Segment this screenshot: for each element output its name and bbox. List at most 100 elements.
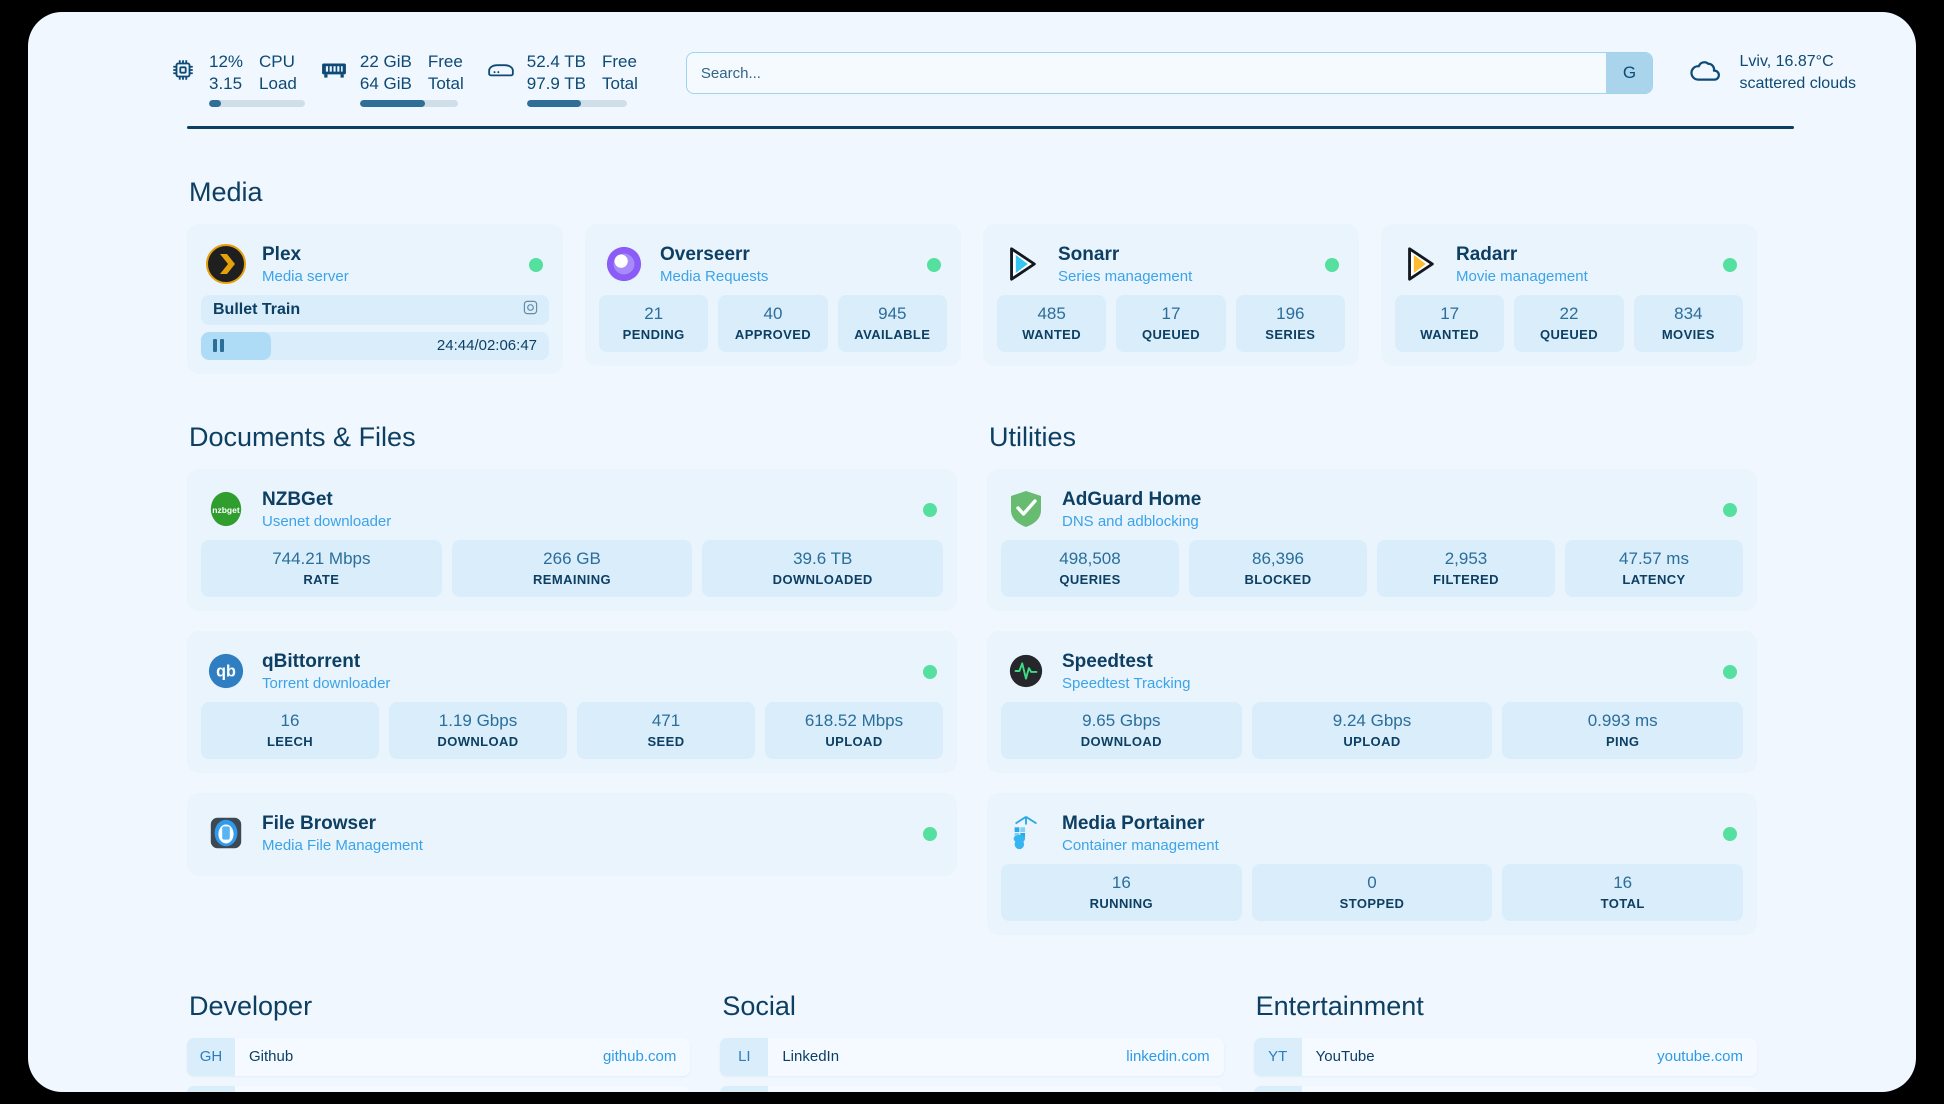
stat-value: 485 (1037, 303, 1066, 323)
card-header: Radarr Movie management (1395, 236, 1743, 295)
card-title: File Browser (262, 812, 377, 834)
card-subtitle: Speedtest Tracking (1062, 674, 1191, 692)
stat-label: SERIES (1265, 326, 1316, 342)
stat-value: 196 (1276, 303, 1305, 323)
status-badge (1325, 258, 1339, 273)
stat-tile: 16 LEECH (201, 701, 379, 759)
bookmark-item-stackoverflow[interactable]: SO StackOverflow stackoverflow.com (187, 1085, 691, 1093)
bookmark-list: GH Github github.com SO StackOverflow st… (187, 1037, 691, 1093)
bookmark-item-github[interactable]: GH Github github.com (187, 1037, 691, 1076)
bookmark-url: stackoverflow.com (554, 1086, 691, 1093)
stat-label: UPLOAD (1343, 733, 1401, 749)
card-subtitle: Usenet downloader (262, 512, 392, 530)
stat-label: MOVIES (1661, 326, 1715, 342)
status-badge (927, 258, 941, 273)
stat-tile: 47.57 ms LATENCY (1565, 539, 1743, 597)
plex-elapsed: 24:44 (436, 337, 475, 355)
card-subtitle: DNS and adblocking (1062, 512, 1199, 530)
card-speedtest[interactable]: Speedtest Speedtest Tracking 9.65 Gbps D… (987, 630, 1757, 773)
stat-value: 498,508 (1059, 548, 1121, 568)
plex-separator: / (474, 337, 479, 355)
stat-label: AVAILABLE (854, 326, 931, 342)
svg-text:qb: qb (216, 663, 236, 681)
stat-label: QUERIES (1059, 571, 1121, 587)
stat-tile: 1.19 Gbps DOWNLOAD (389, 701, 567, 759)
stats-row: 17 WANTED 22 QUEUED 834 MOVIES (1395, 294, 1743, 352)
stat-label: TOTAL (1600, 895, 1645, 911)
stat-value: 39.6 TB (793, 548, 853, 568)
bookmark-item-youtube[interactable]: YT YouTube youtube.com (1253, 1037, 1757, 1076)
card-adguard[interactable]: AdGuard Home DNS and adblocking 498,508 … (987, 468, 1757, 611)
pause-icon[interactable] (213, 339, 224, 353)
disk-total: 97.9 TB (526, 74, 586, 93)
ram-total: 64 GiB (359, 74, 412, 93)
stat-tile: 834 MOVIES (1633, 294, 1743, 352)
bookmark-group-social: Social LI LinkedIn linkedin.com TW Twitt… (720, 991, 1224, 1092)
sonarr-icon (1001, 243, 1043, 285)
stat-tile: 471 SEED (577, 701, 755, 759)
search-input[interactable] (686, 53, 1607, 93)
card-header: AdGuard Home DNS and adblocking (1001, 481, 1743, 540)
bookmark-list: LI LinkedIn linkedin.com TW Twitter twit… (720, 1037, 1224, 1092)
card-qbittorrent[interactable]: qb qBittorrent Torrent downloader (187, 630, 957, 773)
card-header: File Browser Media File Management (201, 805, 943, 864)
card-overseerr[interactable]: Overseerr Media Requests 21 PENDING 40 A… (585, 224, 961, 366)
card-header: Speedtest Speedtest Tracking (1001, 643, 1743, 702)
stat-tile: 266 GB REMAINING (451, 539, 693, 597)
card-title: Plex (262, 244, 302, 265)
stat-tile: 498,508 QUERIES (1001, 539, 1179, 597)
card-title: Media Portainer (1062, 812, 1205, 834)
section-title-utilities: Utilities (989, 421, 1077, 452)
stats-row: 21 PENDING 40 APPROVED 945 AVAILABLE (599, 294, 947, 352)
stat-tile: 17 QUEUED (1116, 294, 1226, 352)
stat-value: 22 (1559, 303, 1579, 323)
weather-widget[interactable]: Lviv, 16.87°C scattered clouds (1679, 51, 1856, 95)
main-content: Media Plex Media server (28, 177, 1916, 1092)
stat-value: 86,396 (1252, 548, 1304, 568)
bookmark-item-linkedin[interactable]: LI LinkedIn linkedin.com (720, 1037, 1224, 1076)
cast-icon[interactable] (523, 300, 538, 320)
cloud-icon (1687, 56, 1725, 91)
bookmark-item-netflix[interactable]: NF Netflix netflix.com (1253, 1085, 1757, 1092)
status-badge (923, 503, 937, 518)
bookmark-label: Github (249, 1048, 294, 1065)
speedtest-icon (1005, 650, 1047, 692)
card-radarr[interactable]: Radarr Movie management 17 WANTED 22 QUE… (1381, 224, 1757, 366)
bookmark-badge: NF (1253, 1085, 1302, 1092)
card-title: Sonarr (1058, 244, 1120, 265)
card-nzbget[interactable]: nzbget NZBGet Usenet downloader 74 (187, 468, 957, 611)
mid-columns: Documents & Files nzbget NZBGet (187, 374, 1757, 935)
bookmark-badge: LI (720, 1037, 769, 1076)
utilities-column: AdGuard Home DNS and adblocking 498,508 … (987, 468, 1757, 935)
card-sonarr[interactable]: Sonarr Series management 485 WANTED 17 Q… (983, 224, 1359, 366)
cpu-progress-bar (209, 99, 305, 107)
disk-progress-bar (526, 99, 627, 107)
stat-value: 47.57 ms (1619, 548, 1689, 568)
stats-row: 744.21 Mbps RATE 266 GB REMAINING 39.6 T… (201, 539, 944, 597)
disk-label-2: Total (602, 74, 638, 93)
stat-value: 618.52 Mbps (804, 710, 904, 730)
plex-progress-bar[interactable]: 24:44/02:06:47 (201, 331, 549, 360)
card-subtitle: Media Requests (660, 268, 769, 286)
bookmark-item-twitter[interactable]: TW Twitter twitter.com (720, 1085, 1224, 1092)
card-plex[interactable]: Plex Media server Bullet Train (187, 224, 563, 374)
stat-tile: 0 STOPPED (1251, 863, 1493, 921)
stat-label: DOWNLOAD (1080, 733, 1162, 749)
search-submit-button[interactable]: G (1606, 53, 1653, 93)
card-portainer[interactable]: Media Portainer Container management 16 … (987, 792, 1757, 935)
plex-now-playing: Bullet Train (201, 294, 549, 325)
nzbget-icon: nzbget (205, 488, 247, 530)
stat-value: 0.993 ms (1587, 710, 1658, 730)
card-title: qBittorrent (262, 650, 361, 672)
stat-label: QUEUED (1539, 326, 1598, 342)
card-subtitle: Container management (1062, 836, 1219, 854)
search-box[interactable]: G (685, 52, 1654, 94)
bookmark-url: github.com (602, 1048, 677, 1065)
stats-row: 16 RUNNING 0 STOPPED 16 TOTAL (1001, 863, 1744, 921)
card-filebrowser[interactable]: File Browser Media File Management (187, 792, 957, 876)
weather-condition: scattered clouds (1739, 75, 1856, 92)
stat-label: STOPPED (1339, 895, 1405, 911)
cpu-percent: 12% (209, 52, 244, 72)
plex-icon (205, 243, 247, 285)
stat-value: 21 (644, 303, 664, 323)
